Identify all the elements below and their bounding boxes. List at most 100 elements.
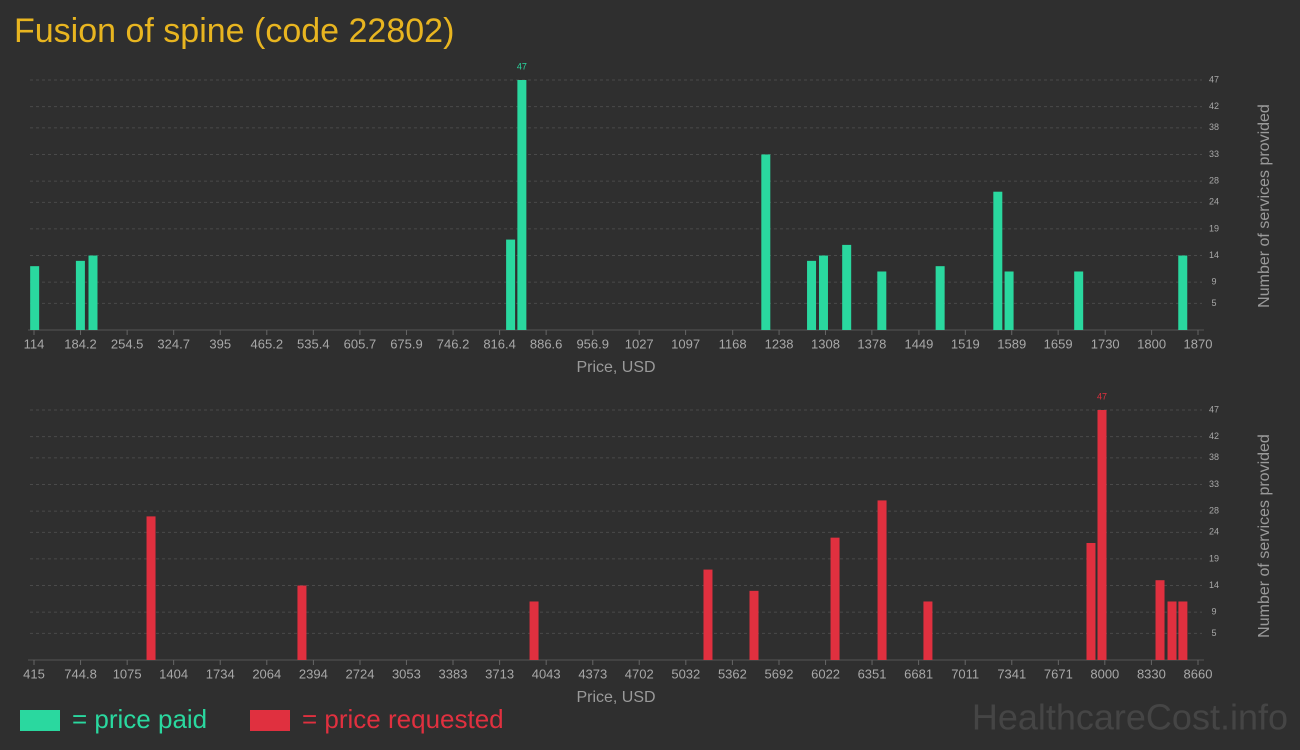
x-tick-label: 324.7 (157, 336, 190, 351)
x-tick-label: 6022 (811, 666, 840, 681)
y-tick-label: 24 (1209, 197, 1219, 207)
x-tick-label: 1378 (857, 336, 886, 351)
bar (923, 601, 933, 660)
bar (1097, 410, 1107, 660)
y-tick-label: 5 (1211, 298, 1216, 308)
bar (506, 239, 516, 330)
x-tick-label: 395 (209, 336, 231, 351)
x-tick-label: 3383 (439, 666, 468, 681)
x-tick-label: 4373 (578, 666, 607, 681)
bar (877, 271, 887, 330)
x-tick-label: 956.9 (576, 336, 609, 351)
x-tick-label: 1075 (113, 666, 142, 681)
y-tick-label: 9 (1211, 607, 1216, 617)
x-tick-label: 1097 (671, 336, 700, 351)
x-tick-label: 605.7 (344, 336, 377, 351)
y-axis-label: Number of services provided (1256, 104, 1273, 308)
x-tick-label: 746.2 (437, 336, 470, 351)
bar (297, 585, 307, 660)
x-tick-label: 114 (24, 336, 45, 351)
bar (1074, 271, 1084, 330)
bar (935, 266, 945, 330)
x-tick-label: 4702 (625, 666, 654, 681)
x-tick-label: 5362 (718, 666, 747, 681)
x-tick-label: 535.4 (297, 336, 330, 351)
x-tick-label: 6351 (858, 666, 887, 681)
bar (1004, 271, 1014, 330)
x-tick-label: 8660 (1184, 666, 1213, 681)
bar (749, 590, 759, 660)
y-tick-label: 9 (1211, 277, 1216, 287)
legend-swatch (250, 710, 290, 731)
y-tick-label: 28 (1209, 175, 1219, 185)
x-tick-label: 744.8 (64, 666, 97, 681)
x-tick-label: 1308 (811, 336, 840, 351)
x-tick-label: 5692 (765, 666, 794, 681)
bar (1178, 601, 1188, 660)
x-tick-label: 1870 (1184, 336, 1213, 351)
legend-label: = price paid (72, 704, 207, 734)
x-tick-label: 886.6 (530, 336, 563, 351)
watermark: HealthcareCost.info (972, 697, 1288, 738)
bar (703, 569, 713, 660)
x-tick-label: 2064 (252, 666, 281, 681)
y-tick-label: 42 (1209, 101, 1219, 111)
bar (75, 260, 85, 330)
x-axis-label: Price, USD (576, 359, 655, 376)
y-tick-label: 33 (1209, 149, 1219, 159)
bar (1086, 542, 1096, 660)
x-tick-label: 1404 (159, 666, 188, 681)
x-tick-label: 816.4 (483, 336, 516, 351)
legend-label: = price requested (302, 704, 504, 734)
x-tick-label: 1589 (997, 336, 1026, 351)
y-tick-label: 19 (1209, 223, 1219, 233)
value-label: 47 (1097, 391, 1107, 401)
bar (517, 80, 527, 330)
x-tick-label: 3053 (392, 666, 421, 681)
bar (1155, 580, 1165, 660)
x-tick-label: 1730 (1091, 336, 1120, 351)
x-tick-label: 8000 (1090, 666, 1119, 681)
x-tick-label: 7341 (997, 666, 1026, 681)
x-tick-label: 415 (23, 666, 45, 681)
x-tick-label: 254.5 (111, 336, 144, 351)
x-axis-label: Price, USD (576, 689, 655, 706)
y-tick-label: 33 (1209, 479, 1219, 489)
y-tick-label: 14 (1209, 250, 1219, 260)
x-tick-label: 1449 (904, 336, 933, 351)
bar (877, 500, 887, 660)
x-tick-label: 5032 (671, 666, 700, 681)
x-tick-label: 1800 (1137, 336, 1166, 351)
x-tick-label: 2394 (299, 666, 328, 681)
x-tick-label: 1734 (206, 666, 235, 681)
x-tick-label: 8330 (1137, 666, 1166, 681)
y-tick-label: 5 (1211, 628, 1216, 638)
legend-swatch (20, 710, 60, 731)
bar (1178, 255, 1188, 330)
x-tick-label: 7671 (1044, 666, 1073, 681)
x-tick-label: 6681 (904, 666, 933, 681)
y-tick-label: 47 (1209, 404, 1219, 414)
bar (30, 266, 40, 330)
y-axis-label: Number of services provided (1256, 434, 1273, 638)
bar (818, 255, 828, 330)
x-tick-label: 7011 (951, 666, 979, 681)
bar (146, 516, 156, 660)
page-title: Fusion of spine (code 22802) (14, 12, 454, 50)
x-tick-label: 465.2 (251, 336, 284, 351)
y-tick-label: 19 (1209, 553, 1219, 563)
x-tick-label: 1027 (625, 336, 654, 351)
value-label: 47 (517, 61, 527, 71)
x-tick-label: 1519 (951, 336, 980, 351)
y-tick-label: 38 (1209, 452, 1219, 462)
x-tick-label: 1168 (719, 336, 747, 351)
x-tick-label: 675.9 (390, 336, 423, 351)
x-tick-label: 4043 (532, 666, 561, 681)
bar (807, 260, 817, 330)
y-tick-label: 42 (1209, 431, 1219, 441)
y-tick-label: 38 (1209, 122, 1219, 132)
x-tick-label: 3713 (485, 666, 514, 681)
